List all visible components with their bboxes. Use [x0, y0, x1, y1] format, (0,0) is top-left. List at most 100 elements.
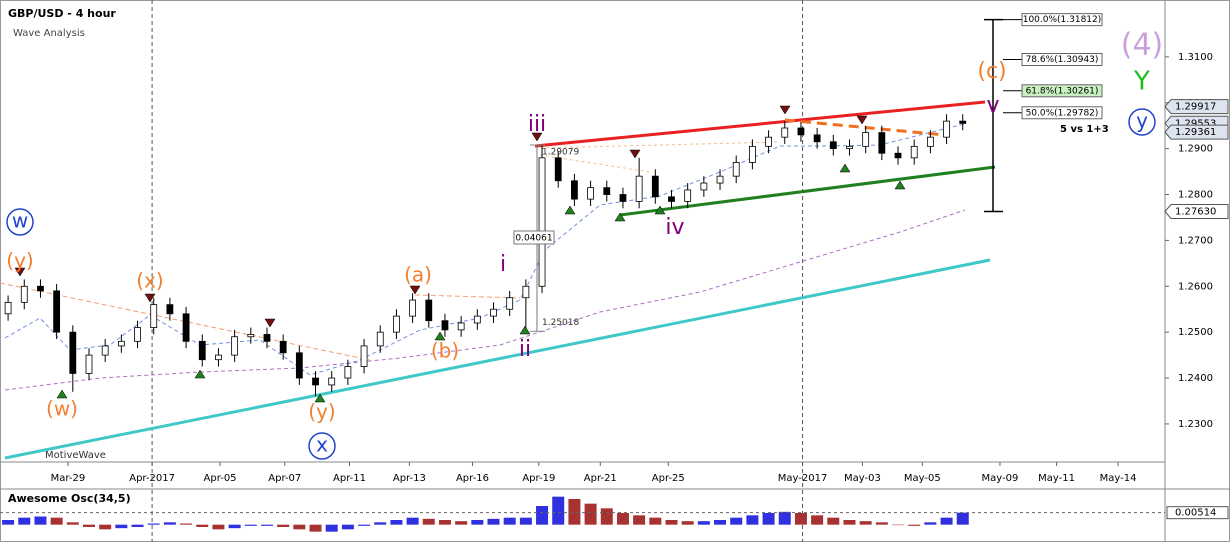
oscillator-bar [536, 506, 549, 525]
range-label: 0.04061 [515, 234, 552, 244]
oscillator-title: Awesome Osc(34,5) [8, 492, 131, 505]
oscillator-bar [309, 524, 322, 532]
oscillator-bar [908, 524, 921, 526]
oscillator-bar [633, 515, 646, 525]
oscillator-bar [584, 503, 597, 525]
oscillator-bar [892, 524, 905, 526]
oscillator-bar [811, 515, 824, 525]
candle-body [376, 331, 384, 347]
wave-label: v [986, 93, 999, 118]
swing-high-marker [629, 149, 641, 159]
candle-body [748, 145, 756, 163]
oscillator-bar [697, 521, 710, 525]
oscillator-bar [746, 515, 759, 525]
oscillator-bar [924, 522, 937, 525]
oscillator-bar [568, 499, 581, 525]
swing-low-marker [314, 393, 326, 403]
x-tick-label: Apr-21 [584, 473, 617, 484]
candle-body [700, 182, 708, 191]
y-tick-label: 1.2900 [1178, 144, 1213, 155]
chart-title: GBP/USD - 4 hour [8, 7, 116, 20]
candle-body [198, 340, 206, 361]
trend-line [784, 118, 946, 137]
y-tick-label: 1.2600 [1178, 281, 1213, 292]
candle-body [457, 322, 465, 331]
candle-body [651, 175, 659, 198]
candle-body [4, 301, 12, 315]
y-tick-label: 1.2700 [1178, 235, 1213, 246]
fib-box [1021, 13, 1103, 27]
oscillator-bar [940, 517, 953, 525]
wave-note: 5 vs 1+3 [1060, 124, 1109, 135]
candle-body [878, 132, 886, 154]
candle-body [20, 285, 28, 303]
fib-label: 78.6%(1.30943) [1026, 55, 1099, 65]
fib-box [1021, 106, 1103, 120]
oscillator-bar [260, 524, 273, 526]
oscillator-bar [714, 520, 727, 525]
candle-body [215, 354, 222, 361]
oscillator-bar [180, 523, 193, 525]
oscillator-bar [374, 522, 387, 525]
swing-high-marker [856, 115, 868, 125]
price-marker-label: 1.29361 [1175, 127, 1216, 138]
fib-label: 100.0%(1.31812) [1023, 15, 1102, 25]
y-tick-label: 1.3100 [1178, 52, 1213, 63]
x-tick-label: Apr-11 [333, 473, 366, 484]
wave-label: x [316, 433, 328, 457]
candle-body [344, 366, 352, 379]
fib-box [1021, 84, 1103, 98]
candle-body [312, 377, 319, 386]
candle-body [959, 120, 967, 124]
wave-circle [1128, 108, 1156, 136]
wave-label: (b) [431, 339, 459, 363]
price-marker-label: 1.29917 [1175, 102, 1216, 113]
trend-line [4, 258, 991, 460]
wave-circle [6, 208, 34, 236]
x-tick-label: Apr-16 [456, 473, 489, 484]
swing-low-marker [614, 212, 626, 222]
candle-body [587, 187, 594, 200]
candle-body [603, 187, 611, 195]
candle-body [328, 377, 336, 386]
oscillator-bar [762, 513, 775, 525]
swing-low-marker [654, 205, 666, 215]
candle-body [829, 141, 837, 150]
oscillator-bar [730, 517, 743, 525]
oscillator-bar [438, 520, 451, 525]
wave-label: ii [519, 337, 531, 362]
candle-body [846, 145, 853, 150]
candle-body [943, 120, 950, 138]
oscillator-bar [163, 522, 176, 525]
price-marker [1164, 204, 1229, 220]
x-tick-label: Mar-29 [51, 473, 86, 484]
oscillator-bar [778, 511, 791, 525]
price-marker-label: 1.27630 [1175, 207, 1216, 218]
oscillator-bar [455, 521, 468, 525]
swing-high-marker [531, 132, 543, 142]
oscillator-bar [390, 520, 403, 525]
y-tick-label: 1.2800 [1178, 190, 1213, 201]
oscillator-bar [293, 524, 306, 530]
candle-body [732, 162, 740, 177]
candle-body [409, 299, 417, 317]
price-marker-label: 1.29553 [1175, 118, 1216, 129]
wave-label: iv [665, 215, 684, 240]
candle-body [490, 308, 497, 317]
x-tick-label: May-05 [904, 473, 941, 484]
oscillator-bar [277, 524, 290, 527]
candle-body [85, 354, 93, 374]
price-marker [1164, 124, 1229, 140]
oscillator-bar [406, 517, 419, 525]
candle-body [813, 134, 821, 143]
wave-label: w [12, 209, 28, 233]
oscillator-bar [212, 524, 225, 530]
swing-low-marker [434, 331, 446, 341]
oscillator-bar [681, 521, 694, 525]
moving-average [4, 209, 966, 391]
trend-line [534, 100, 986, 148]
oscillator-bar [228, 524, 241, 529]
candle-body [166, 304, 174, 315]
candle-body [393, 315, 400, 333]
oscillator-value-box [1166, 506, 1229, 520]
